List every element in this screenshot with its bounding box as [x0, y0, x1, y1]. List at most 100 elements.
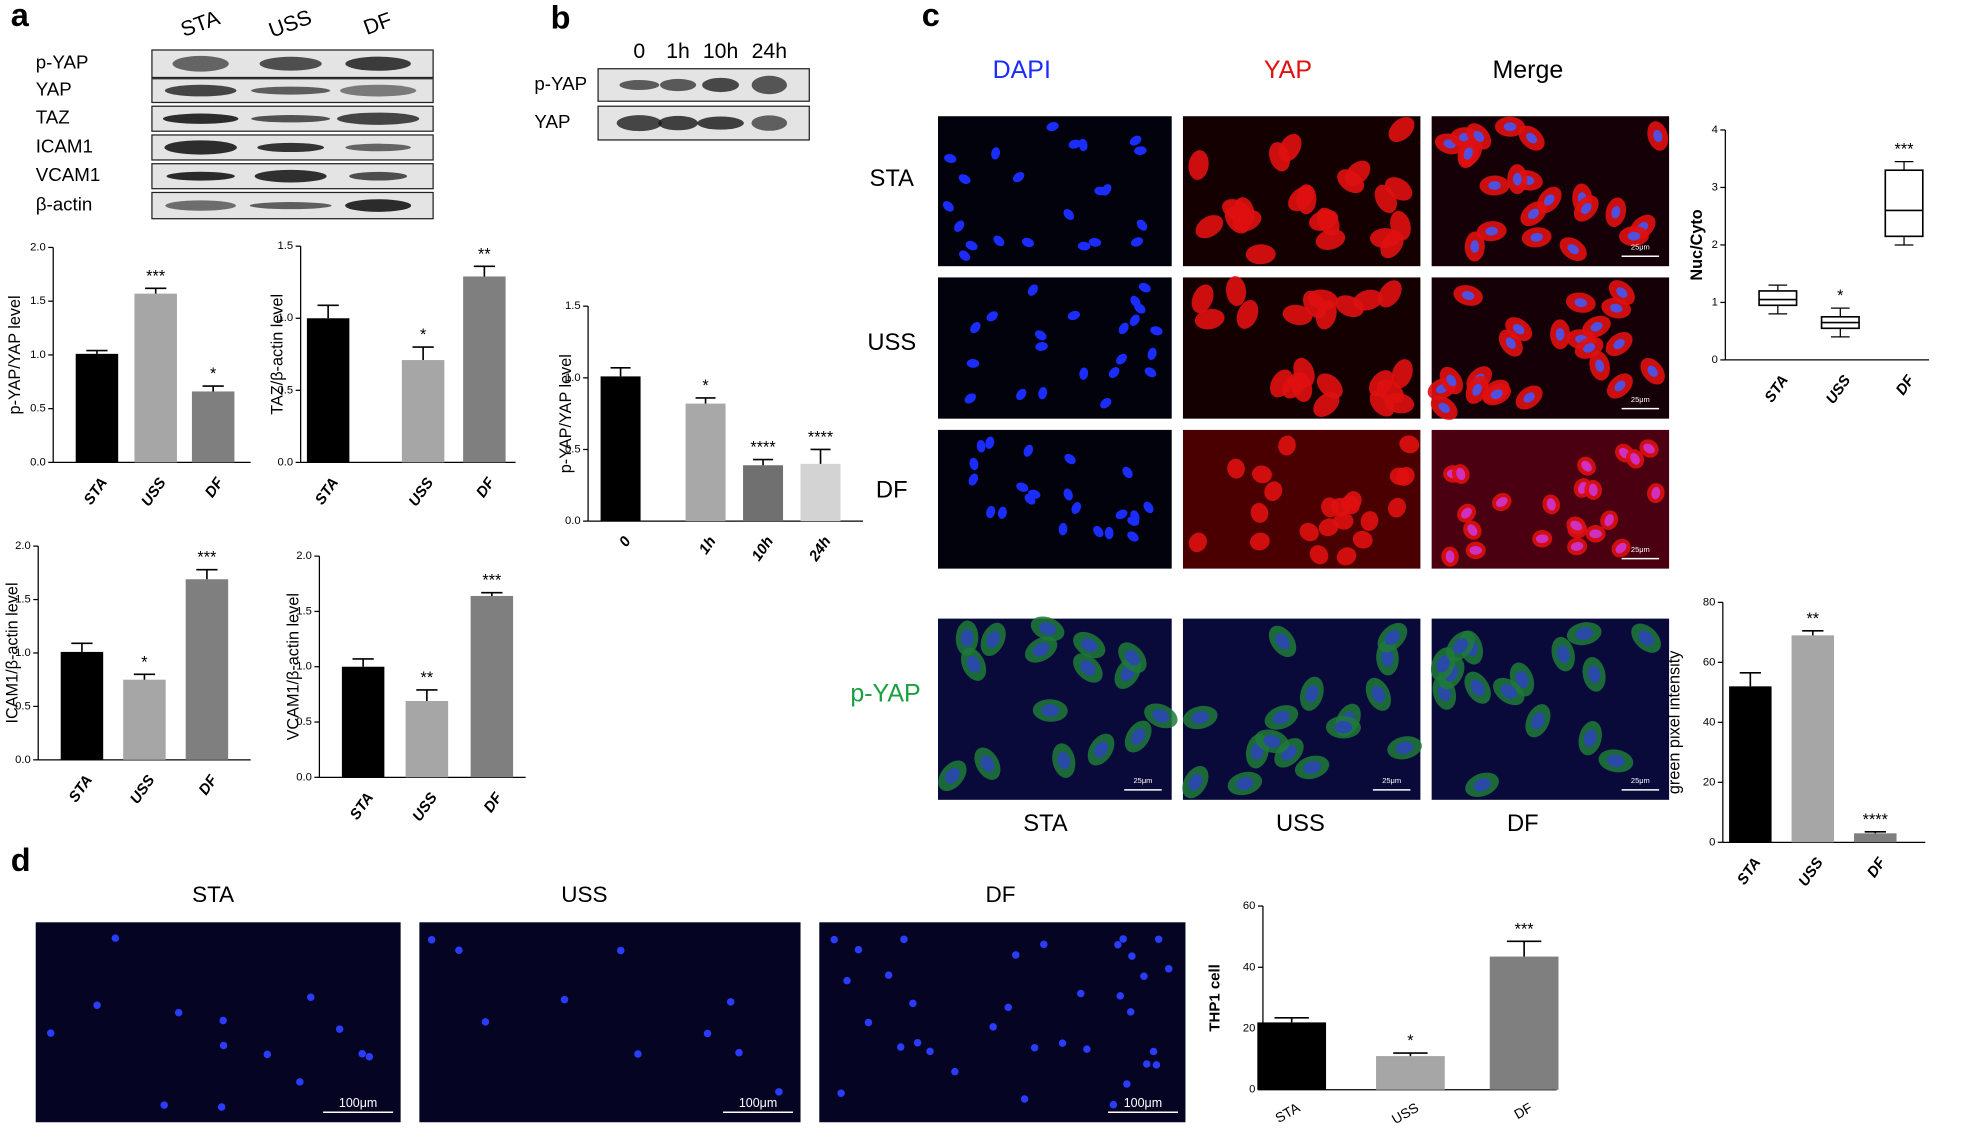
- nucleus: [1575, 627, 1593, 641]
- panel-letter: b: [551, 0, 571, 36]
- cell: [455, 946, 463, 954]
- nucleus: [1513, 324, 1525, 335]
- nucleus: [1384, 629, 1401, 646]
- y-tick-label: 1.5: [296, 605, 312, 617]
- y-tick-label: 1.0: [15, 647, 31, 659]
- y-tick-label: 0.5: [278, 384, 294, 396]
- nucleus: [1470, 679, 1485, 696]
- nucleus: [942, 201, 954, 212]
- error-bar: [196, 568, 218, 580]
- nucleus: [1488, 181, 1501, 190]
- blot-band: [172, 55, 229, 72]
- cell: [775, 1088, 783, 1096]
- significance: ***: [197, 549, 217, 567]
- cell: [1352, 530, 1373, 549]
- x-tick-label: DF: [202, 474, 228, 501]
- nucleus: [1485, 226, 1498, 236]
- y-tick-label: 60: [1703, 656, 1715, 668]
- cell: [951, 1067, 959, 1076]
- nucleus: [1590, 322, 1603, 332]
- blot-band: [751, 115, 788, 131]
- cell: [1399, 435, 1420, 454]
- y-axis-label: green pixel intensity: [1666, 650, 1684, 794]
- cell: [1252, 465, 1272, 484]
- blot-band: [619, 79, 660, 90]
- x-tick-label: DF: [1893, 372, 1919, 399]
- x-tick-label: STA: [65, 772, 95, 805]
- nucleus: [1647, 365, 1658, 377]
- blot-band: [658, 115, 698, 131]
- nucleus: [1134, 303, 1146, 314]
- cell: [1188, 150, 1209, 180]
- scale-label: 100μm: [1124, 1096, 1162, 1110]
- scale-label: 100μm: [339, 1096, 377, 1110]
- whisker: [1894, 236, 1914, 246]
- y-tick-label: 1.0: [278, 312, 294, 324]
- y-tick-label: 1.5: [278, 240, 294, 252]
- cell: [900, 935, 908, 944]
- nucleus: [1472, 384, 1482, 396]
- nucleus: [1150, 326, 1163, 336]
- nucleus: [991, 147, 1001, 160]
- cell: [1245, 244, 1276, 265]
- nucleus: [1188, 773, 1203, 791]
- cell: [1123, 1080, 1131, 1088]
- nucleus: [1446, 374, 1457, 387]
- scale-label: 25μm: [1382, 776, 1401, 785]
- nucleus: [1104, 526, 1114, 540]
- nucleus: [1116, 353, 1127, 365]
- cell: [735, 1048, 743, 1057]
- nucleus: [1473, 778, 1491, 792]
- nucleus: [1081, 638, 1098, 653]
- significance: *: [210, 365, 217, 383]
- nucleus: [1583, 729, 1597, 747]
- x-tick-label: DF: [196, 771, 222, 798]
- x-tick-label: STA: [1273, 1100, 1303, 1126]
- nucleus: [1032, 642, 1050, 657]
- nucleus: [1530, 232, 1543, 242]
- bar: [75, 353, 119, 463]
- significance: *: [1837, 287, 1844, 305]
- bar: [685, 403, 726, 522]
- nucleus: [1088, 237, 1102, 247]
- nucleus: [1063, 209, 1075, 221]
- whisker: [1768, 305, 1788, 315]
- error-bar: [473, 265, 495, 277]
- cell: [1233, 197, 1255, 227]
- blot-band: [616, 115, 663, 132]
- nucleus: [986, 311, 998, 322]
- cell: [1321, 497, 1339, 518]
- x-tick-label: USS: [1795, 855, 1827, 890]
- bar: [1257, 1022, 1327, 1090]
- nucleus: [958, 174, 971, 184]
- nucleus: [1555, 328, 1565, 341]
- cell: [358, 1050, 366, 1058]
- nucleus: [1581, 460, 1592, 472]
- nucleus: [1115, 509, 1128, 520]
- nucleus: [1134, 146, 1147, 156]
- bar: [405, 701, 449, 778]
- row-label: TAZ: [36, 107, 70, 128]
- error-bar: [145, 287, 167, 294]
- nucleus: [1147, 347, 1157, 360]
- cell: [854, 945, 863, 954]
- cell: [1344, 160, 1371, 187]
- nucleus: [1556, 645, 1570, 663]
- bar: [341, 666, 385, 778]
- cell: [830, 935, 838, 944]
- nucleus: [1077, 241, 1091, 251]
- blot-band: [164, 140, 237, 155]
- nucleus: [1013, 171, 1025, 183]
- x-tick-label: USS: [1389, 1100, 1421, 1127]
- column-label: DAPI: [993, 56, 1051, 84]
- nucleus: [1305, 685, 1319, 703]
- nucleus: [1463, 147, 1473, 160]
- nucleus: [945, 767, 960, 784]
- lane-label: 24h: [752, 39, 787, 63]
- row-label: YAP: [534, 111, 570, 132]
- bar: [191, 391, 235, 463]
- column-label: DF: [1507, 811, 1539, 837]
- nucleus: [1445, 550, 1455, 563]
- cell: [634, 1050, 642, 1058]
- x-tick-label: USS: [138, 475, 170, 510]
